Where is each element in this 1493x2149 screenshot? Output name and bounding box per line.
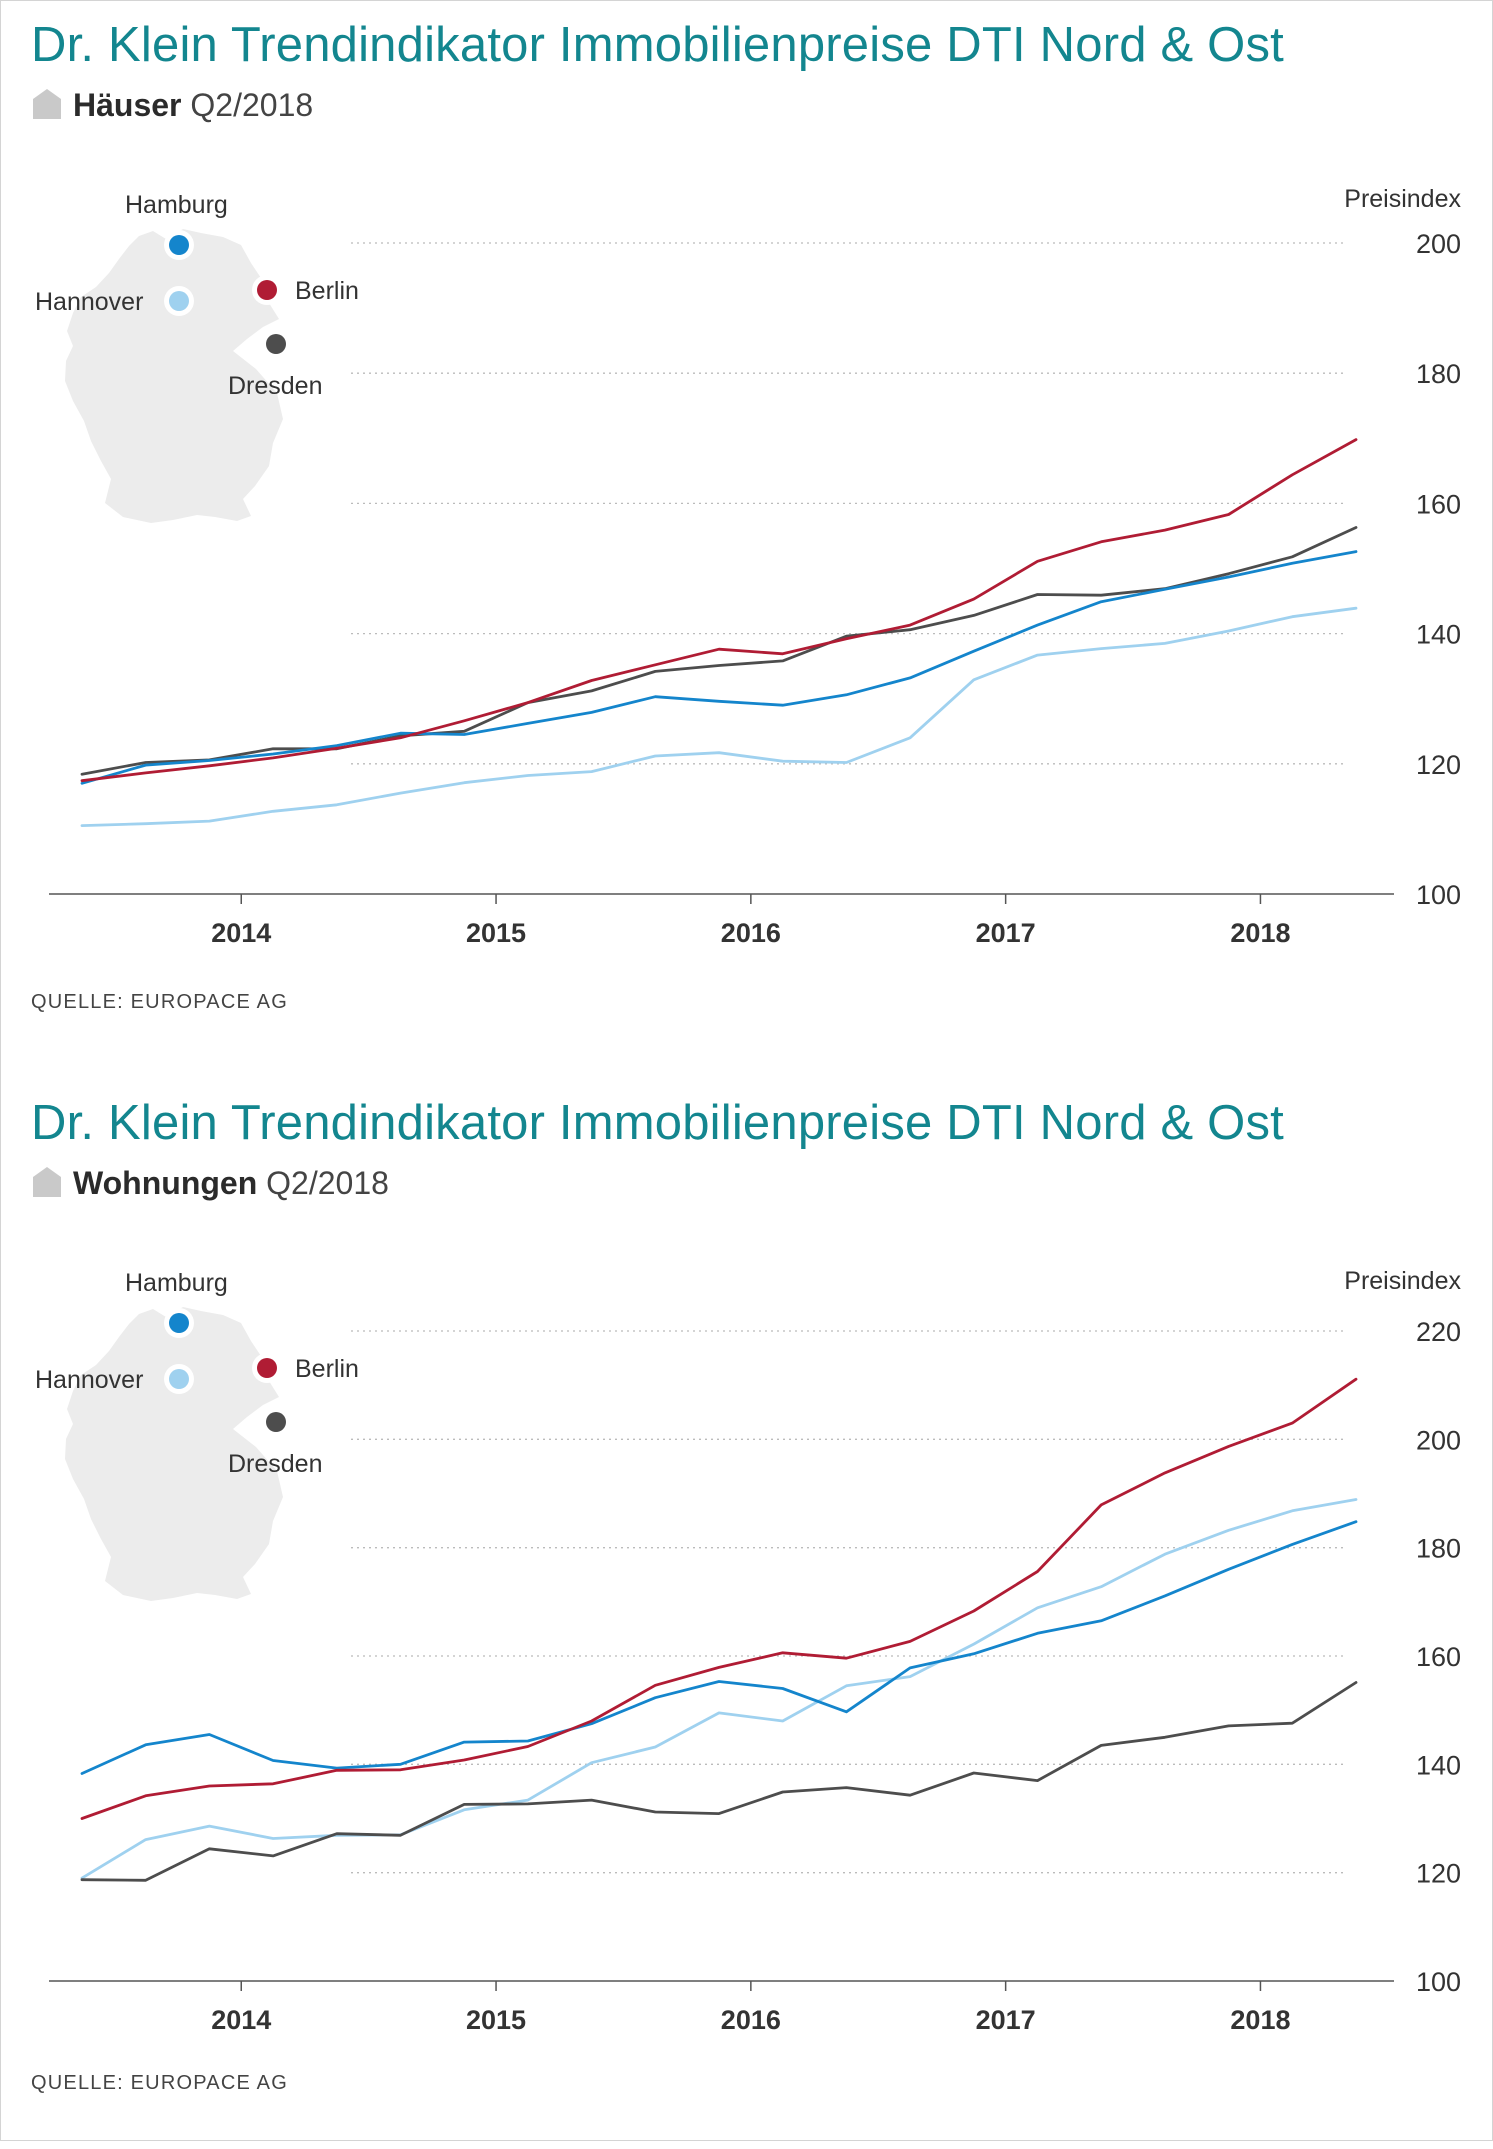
- city-marker-dresden: Dresden: [228, 329, 323, 400]
- chart-subtitle: Wohnungen Q2/2018: [33, 1165, 389, 1202]
- chart-wohnungen: Hamburg Hannover Berlin Dresden: [35, 1267, 1461, 2035]
- subtitle-period: Q2/2018: [190, 87, 314, 123]
- subtitle-category: Wohnungen: [73, 1165, 258, 1201]
- city-marker-berlin: Berlin: [252, 1353, 359, 1383]
- y-tick-label: 120: [1416, 750, 1461, 780]
- city-label-dresden: Dresden: [228, 1450, 323, 1478]
- germany-map: Hamburg Hannover Berlin Dresden: [35, 191, 359, 523]
- city-marker-hamburg: Hamburg: [125, 191, 228, 260]
- y-tick-label: 120: [1416, 1859, 1461, 1889]
- subtitle-category: Häuser: [73, 87, 182, 123]
- germany-map-icon: [65, 1307, 283, 1601]
- series-line-hannover: [80, 606, 1358, 827]
- city-marker-dresden: Dresden: [228, 1407, 323, 1478]
- y-axis-label: Preisindex: [1344, 1267, 1461, 1295]
- city-marker-hannover: Hannover: [35, 286, 194, 316]
- subtitle-period: Q2/2018: [266, 1165, 389, 1201]
- chart-panel-haeuser: Hamburg Hannover Berlin Dresden: [1, 1, 1492, 1071]
- city-label-berlin: Berlin: [295, 1355, 359, 1383]
- y-tick-label: 200: [1416, 229, 1461, 259]
- x-tick-label: 2017: [976, 918, 1036, 948]
- series-line-hannover: [80, 1498, 1358, 1880]
- city-marker-berlin: Berlin: [252, 275, 359, 305]
- germany-map: Hamburg Hannover Berlin Dresden: [35, 1269, 359, 1601]
- city-label-hannover: Hannover: [35, 288, 143, 316]
- y-tick-label: 140: [1416, 1750, 1461, 1780]
- x-tick-label: 2017: [976, 2005, 1036, 2035]
- city-label-berlin: Berlin: [295, 277, 359, 305]
- x-tick-label: 2016: [721, 918, 781, 948]
- x-tick-label: 2016: [721, 2005, 781, 2035]
- x-tick-label: 2014: [211, 2005, 271, 2035]
- chart-title: Dr. Klein Trendindikator Immobilienpreis…: [31, 1096, 1284, 1150]
- chart-subtitle: Häuser Q2/2018: [33, 87, 313, 124]
- city-label-hannover: Hannover: [35, 1366, 143, 1394]
- series-line-berlin: [80, 1377, 1358, 1820]
- series-line-berlin: [80, 438, 1358, 783]
- x-tick-label: 2018: [1230, 2005, 1290, 2035]
- series-line-dresden: [80, 526, 1358, 776]
- y-tick-label: 100: [1416, 880, 1461, 910]
- chart-haeuser: Hamburg Hannover Berlin Dresden: [35, 185, 1461, 948]
- y-axis-label: Preisindex: [1344, 185, 1461, 213]
- y-tick-label: 140: [1416, 620, 1461, 650]
- city-label-dresden: Dresden: [228, 372, 323, 400]
- x-tick-label: 2015: [466, 2005, 526, 2035]
- source-note: QUELLE: EUROPACE AG: [31, 2072, 288, 2094]
- house-icon: [33, 1167, 61, 1197]
- city-marker-hamburg: Hamburg: [125, 1269, 228, 1338]
- y-tick-label: 160: [1416, 489, 1461, 519]
- chart-panel-wohnungen: Hamburg Hannover Berlin Dresden: [1, 1079, 1492, 2149]
- city-label-hamburg: Hamburg: [125, 1269, 228, 1297]
- city-marker-hannover: Hannover: [35, 1364, 194, 1394]
- germany-map-icon: [65, 229, 283, 523]
- series-line-hamburg: [80, 1520, 1358, 1775]
- house-icon: [33, 89, 61, 119]
- y-tick-label: 180: [1416, 1534, 1461, 1564]
- x-tick-label: 2014: [211, 918, 271, 948]
- series-line-dresden: [80, 1681, 1358, 1882]
- y-tick-label: 220: [1416, 1317, 1461, 1347]
- source-note: QUELLE: EUROPACE AG: [31, 991, 288, 1013]
- series-line-hamburg: [80, 550, 1358, 785]
- chart-title: Dr. Klein Trendindikator Immobilienpreis…: [31, 18, 1284, 72]
- plot-area: 100 120 140 160 180 200 220 Preisindex 2014 2015 2…: [49, 1267, 1461, 2035]
- x-tick-label: 2015: [466, 918, 526, 948]
- city-label-hamburg: Hamburg: [125, 191, 228, 219]
- y-tick-label: 180: [1416, 359, 1461, 389]
- y-tick-label: 200: [1416, 1425, 1461, 1455]
- y-tick-label: 100: [1416, 1967, 1461, 1997]
- y-tick-label: 160: [1416, 1642, 1461, 1672]
- plot-area: 100 120 140 160 180 200 Preisindex 2014 2015 2016…: [49, 185, 1461, 948]
- x-tick-label: 2018: [1230, 918, 1290, 948]
